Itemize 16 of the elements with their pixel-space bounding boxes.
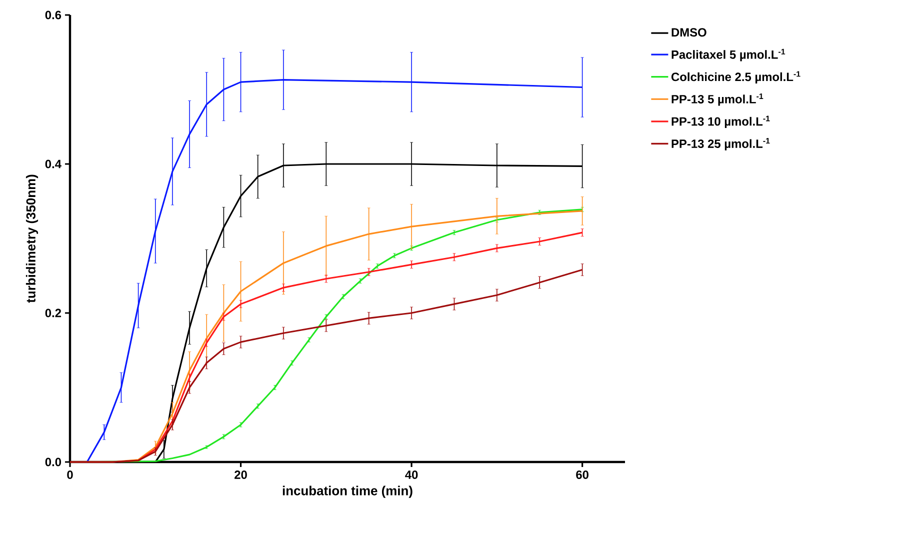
legend-label: DMSO (672, 28, 706, 37)
x-tick-label: 40 (405, 470, 418, 479)
legend-label: Colchicine 2.5 µmol.L$^{-1}$ (671, 71, 800, 84)
y-tick-label: 0.4 (45, 160, 62, 168)
y-tick-label: 0.0 (45, 458, 62, 466)
x-tick-label: 60 (576, 470, 588, 479)
legend-label: Paclitaxel 5 µmol.L$^{-1}$ (672, 48, 786, 62)
y-tick-label: 0.2 (45, 308, 62, 318)
x-axis-title: incubation time (min) (282, 486, 412, 498)
y-axis-title: turbidimetry (350nm) (26, 174, 38, 303)
x-tick-label: 0 (67, 470, 73, 479)
x-tick-label: 20 (234, 470, 247, 479)
legend-label: PP-13 5 µmol.L$^{-1}$ (672, 93, 764, 106)
legend-label: PP-13 10 µmol.L$^{-1}$ (672, 116, 770, 128)
legend-label: PP-13 25 µmol.L$^{-1}$ (672, 138, 770, 150)
y-tick-label: 0.6 (45, 10, 62, 20)
